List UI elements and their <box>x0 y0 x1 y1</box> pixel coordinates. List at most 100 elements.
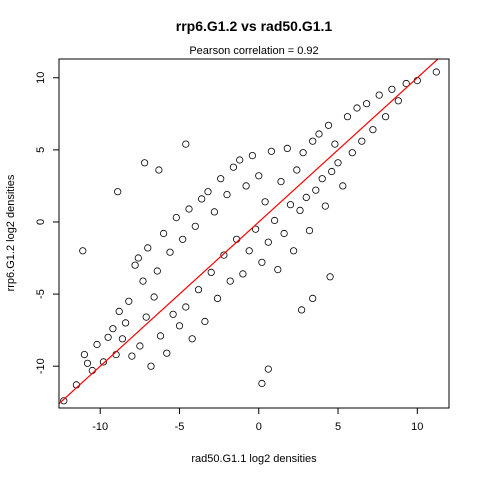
data-point <box>245 247 253 255</box>
data-point <box>217 175 225 183</box>
y-axis: -10 -5 0 5 10 <box>35 72 59 374</box>
y-tick-label: 10 <box>35 72 47 84</box>
data-point <box>122 319 130 327</box>
data-point <box>229 163 237 171</box>
data-point <box>156 332 165 340</box>
data-point <box>213 294 222 302</box>
data-point <box>163 349 171 357</box>
data-point <box>334 159 342 167</box>
data-point <box>348 149 356 157</box>
x-tick-label: 10 <box>411 421 423 433</box>
data-point <box>144 244 152 252</box>
data-point <box>280 229 288 238</box>
data-point <box>185 205 193 213</box>
data-point <box>264 365 272 373</box>
data-point <box>339 182 347 190</box>
data-point <box>155 166 163 174</box>
data-point <box>362 100 371 108</box>
data-point <box>402 79 410 88</box>
fit-line-group <box>59 59 439 405</box>
plot-frame <box>58 58 450 409</box>
chart-subtitle: Pearson correlation = 0.92 <box>189 45 318 57</box>
data-point <box>99 358 108 366</box>
data-point <box>93 340 101 349</box>
data-point <box>358 137 366 145</box>
data-point <box>194 286 203 294</box>
data-point <box>388 85 396 93</box>
fit-line <box>59 59 439 405</box>
data-point <box>274 265 282 274</box>
data-point <box>210 208 218 216</box>
data-point <box>160 229 168 238</box>
data-point <box>318 175 326 183</box>
y-axis-label: rrp6.G1.2 log2 densities <box>5 174 17 291</box>
chart-title: rrp6.G1.2 vs rad50.G1.1 <box>176 18 333 34</box>
y-tick-label: -10 <box>35 358 47 374</box>
data-point <box>299 149 307 157</box>
data-point <box>115 307 123 315</box>
y-tick-label: 5 <box>35 147 47 153</box>
data-point <box>169 310 177 318</box>
data-point <box>258 258 266 266</box>
data-point <box>296 206 304 214</box>
data-point <box>305 227 314 235</box>
data-point <box>326 273 334 281</box>
data-point <box>261 198 269 206</box>
data-point <box>293 166 301 174</box>
x-tick-label: -5 <box>175 421 185 433</box>
data-point <box>128 352 136 360</box>
data-point <box>114 188 122 196</box>
data-point <box>394 97 402 105</box>
data-point <box>369 126 377 134</box>
data-point <box>166 248 174 256</box>
x-axis-label: rad50.G1.1 log2 densities <box>191 453 317 465</box>
data-point <box>191 222 199 230</box>
data-point <box>134 254 142 262</box>
x-tick-label: 0 <box>256 421 262 433</box>
data-point <box>302 193 310 201</box>
data-point <box>255 172 263 180</box>
data-point <box>264 238 272 246</box>
data-point <box>267 147 275 155</box>
data-point <box>188 335 196 343</box>
y-tick-label: 0 <box>35 219 47 225</box>
data-point <box>343 113 352 121</box>
data-point <box>252 225 260 233</box>
data-point <box>328 167 336 176</box>
data-point <box>139 277 147 285</box>
data-point <box>324 121 333 129</box>
data-point <box>223 191 231 199</box>
data-point <box>141 159 149 167</box>
data-point <box>175 322 184 330</box>
data-point <box>277 178 285 186</box>
data-point <box>83 359 92 367</box>
data-point <box>136 342 144 350</box>
data-point <box>104 333 112 341</box>
data-point <box>226 277 234 285</box>
x-axis: -10 -5 0 5 10 <box>92 408 423 433</box>
data-point <box>131 261 139 269</box>
data-point <box>331 140 339 148</box>
data-point <box>109 325 117 333</box>
data-point <box>248 152 256 160</box>
data-point <box>207 268 215 276</box>
data-point <box>381 113 390 121</box>
data-point <box>142 313 150 321</box>
data-point <box>147 362 155 370</box>
data-point <box>312 186 320 194</box>
data-point <box>179 235 187 243</box>
data-point <box>239 270 247 278</box>
data-point <box>309 294 317 302</box>
data-point <box>198 195 206 203</box>
data-point <box>150 293 158 301</box>
data-points <box>60 68 440 405</box>
x-tick-label: 5 <box>335 421 341 433</box>
data-point <box>118 335 127 343</box>
data-point <box>172 214 180 222</box>
data-point <box>236 156 244 164</box>
data-point <box>315 130 323 138</box>
data-point <box>204 188 212 196</box>
data-point <box>201 317 209 326</box>
data-point <box>182 140 190 148</box>
